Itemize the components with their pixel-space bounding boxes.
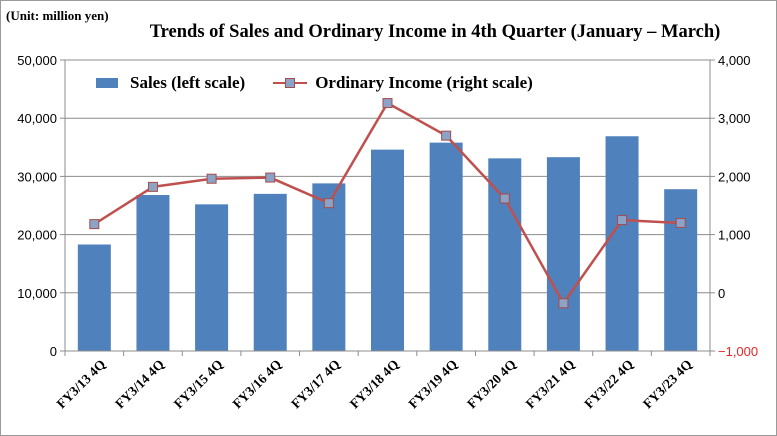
x-category-label: FY3/19 4Q xyxy=(405,357,460,412)
chart-title: Trends of Sales and Ordinary Income in 4… xyxy=(149,22,721,42)
bar-sales xyxy=(546,157,580,351)
right-tick-label: 4,000 xyxy=(718,53,751,68)
bar-sales xyxy=(195,204,229,351)
point-ordinary-income xyxy=(89,219,100,230)
point-ordinary-income xyxy=(499,193,510,204)
point-ordinary-income xyxy=(265,172,276,183)
legend-item-ordinary-income: Ordinary Income (right scale) xyxy=(273,73,533,93)
bar-sales xyxy=(605,136,639,351)
bar-sales xyxy=(488,158,522,351)
left-tick-label: 20,000 xyxy=(17,228,57,243)
x-category-label: FY3/15 4Q xyxy=(171,357,226,412)
left-tick-label: 50,000 xyxy=(17,53,57,68)
x-category-label: FY3/13 4Q xyxy=(54,357,109,412)
legend: Sales (left scale) Ordinary Income (righ… xyxy=(96,72,561,94)
legend-label-sales: Sales (left scale) xyxy=(130,73,246,92)
bar-sales xyxy=(253,193,287,351)
point-ordinary-income xyxy=(441,130,452,141)
x-category-label: FY3/18 4Q xyxy=(347,357,402,412)
left-tick-label: 0 xyxy=(50,344,57,359)
point-ordinary-income xyxy=(323,198,334,209)
x-category-label: FY3/21 4Q xyxy=(523,357,578,412)
point-ordinary-income xyxy=(382,98,393,109)
x-category-label: FY3/16 4Q xyxy=(229,357,284,412)
legend-swatch-sales xyxy=(96,78,118,88)
right-tick-label: −1,000 xyxy=(718,344,758,359)
left-tick-label: 30,000 xyxy=(17,169,57,184)
x-category-label: FY3/20 4Q xyxy=(464,357,519,412)
bar-sales xyxy=(429,142,463,351)
left-tick-label: 10,000 xyxy=(17,286,57,301)
point-ordinary-income xyxy=(206,173,217,184)
x-category-label: FY3/22 4Q xyxy=(581,357,636,412)
bar-sales xyxy=(312,183,346,351)
bar-sales xyxy=(136,195,170,351)
right-tick-label: 3,000 xyxy=(718,111,751,126)
legend-label-ordinary-income: Ordinary Income (right scale) xyxy=(315,73,533,92)
bar-sales xyxy=(371,149,404,351)
bar-sales xyxy=(664,189,698,351)
point-ordinary-income xyxy=(617,215,628,226)
right-tick-label: 1,000 xyxy=(718,228,751,243)
point-ordinary-income xyxy=(147,181,158,192)
bar-sales xyxy=(77,244,111,351)
right-tick-label: 0 xyxy=(718,286,725,301)
point-ordinary-income xyxy=(675,217,686,228)
point-ordinary-income xyxy=(558,298,569,309)
x-category-label: FY3/14 4Q xyxy=(112,357,167,412)
x-category-label: FY3/17 4Q xyxy=(288,357,343,412)
legend-swatch-ordinary-income xyxy=(273,77,308,89)
x-category-label: FY3/23 4Q xyxy=(640,357,695,412)
left-tick-label: 40,000 xyxy=(17,111,57,126)
legend-item-sales: Sales (left scale) xyxy=(96,73,245,93)
right-tick-label: 2,000 xyxy=(718,169,751,184)
unit-label: (Unit: million yen) xyxy=(6,8,109,23)
